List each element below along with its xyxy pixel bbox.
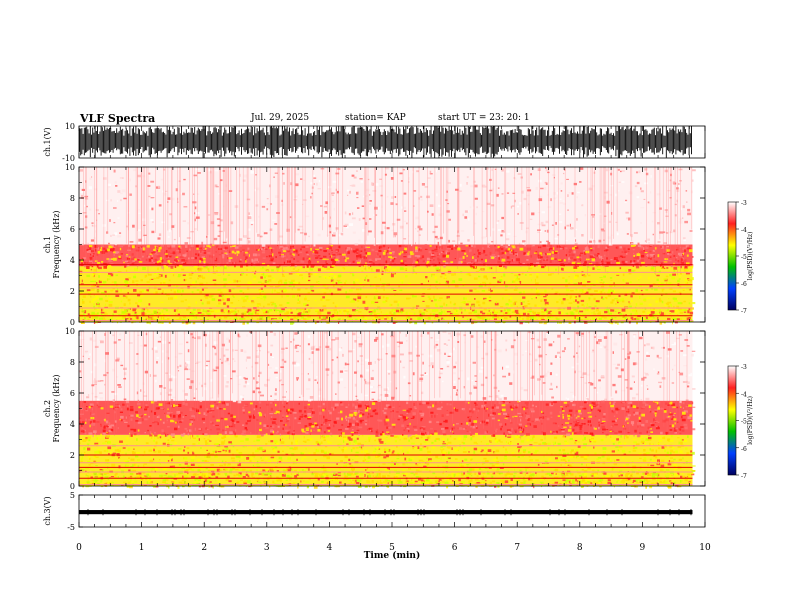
ch2-spectrogram-ylabel-frequency: Frequency (kHz) bbox=[52, 374, 61, 442]
xtick-label: 9 bbox=[640, 543, 646, 553]
start-time-label: start UT = 23: 20: 1 bbox=[438, 113, 530, 123]
xtick-label: 4 bbox=[327, 543, 333, 553]
ch1-spectrogram-ytick-label: 8 bbox=[70, 194, 75, 203]
ch1-spectrogram-ylabel-frequency: Frequency (kHz) bbox=[52, 210, 61, 278]
ch2-spectrogram-ytick-label: 4 bbox=[70, 420, 75, 429]
ch1-colorbar-bar bbox=[727, 201, 737, 311]
ch2-colorbar-tick-label: -5 bbox=[741, 419, 747, 426]
ch2-colorbar-tick-label: -6 bbox=[741, 446, 747, 453]
ch3-waveform-ylabel: ch.3(V) bbox=[43, 496, 52, 525]
ch3-ytick-label: -5 bbox=[67, 523, 75, 532]
ch1-spectrogram-ytick-label: 4 bbox=[70, 256, 75, 265]
ch1-spectrogram-ytick-label: 6 bbox=[70, 225, 75, 234]
ch1-waveform-trace bbox=[79, 126, 692, 158]
station-label: station= KAP bbox=[345, 113, 406, 123]
ch1-ytick-bottom: -10 bbox=[62, 154, 75, 163]
ch1-colorbar-tick-label: -5 bbox=[741, 254, 747, 261]
ch3-ytick-label: 5 bbox=[70, 491, 75, 500]
ch2-spectrogram-ytick-label: 0 bbox=[70, 482, 75, 491]
xtick-label: 8 bbox=[577, 543, 583, 553]
ch2-spectrogram-ytick-label: 2 bbox=[70, 451, 75, 460]
ch2-colorbar-tick-label: -4 bbox=[741, 391, 747, 398]
ch1-colorbar-label: log(PSD)(V²/Hz) bbox=[747, 232, 754, 281]
ch2-spectrogram-ytick-label: 6 bbox=[70, 389, 75, 398]
xtick-label: 6 bbox=[452, 543, 458, 553]
xtick-label: 2 bbox=[201, 543, 207, 553]
ch2-spectrogram-ylabel-channel: ch.2 bbox=[43, 400, 52, 417]
ch1-colorbar-tick-label: -6 bbox=[741, 281, 747, 288]
ch2-colorbar-label: log(PSD)(V²/Hz) bbox=[747, 396, 754, 445]
ch1-colorbar-tick-label: -7 bbox=[741, 308, 747, 315]
ch2-spectrogram-streaks bbox=[81, 331, 688, 440]
ch2-spectrogram-ytick-label: 10 bbox=[65, 327, 75, 336]
xaxis-label: Time (min) bbox=[364, 550, 421, 561]
ch1-spectrogram-image bbox=[79, 167, 705, 325]
xtick-label: 5 bbox=[389, 543, 395, 553]
ch3-waveform-trace bbox=[79, 510, 693, 515]
ch1-spectrogram-ylabel-channel: ch.1 bbox=[43, 236, 52, 253]
ch1-colorbar-tick-label: -3 bbox=[741, 200, 747, 207]
ch2-colorbar-bar bbox=[727, 365, 737, 476]
date-label: Jul. 29, 2025 bbox=[251, 113, 310, 123]
ch1-spectrogram-ytick-label: 10 bbox=[65, 163, 75, 172]
ch2-colorbar-tick-label: -7 bbox=[741, 473, 747, 480]
ch2-spectrogram-image bbox=[79, 331, 705, 489]
xtick-label: 0 bbox=[76, 543, 82, 553]
xtick-label: 1 bbox=[139, 543, 145, 553]
xtick-label: 10 bbox=[699, 543, 711, 553]
xtick-label: 7 bbox=[514, 543, 520, 553]
ch1-colorbar-tick-label: -4 bbox=[741, 227, 747, 234]
xtick-label: 3 bbox=[264, 543, 270, 553]
ch1-ytick-top: 10 bbox=[65, 122, 75, 131]
ch3-waveform-spikes bbox=[87, 509, 692, 516]
ch1-waveform-ylabel: ch.1(V) bbox=[43, 127, 52, 156]
ch1-spectrogram-ytick-label: 2 bbox=[70, 287, 75, 296]
ch2-spectrogram-ytick-label: 8 bbox=[70, 358, 75, 367]
ch1-spectrogram-streaks bbox=[83, 167, 693, 276]
ch1-spectrogram-ytick-label: 0 bbox=[70, 318, 75, 327]
ch2-colorbar-tick-label: -3 bbox=[741, 364, 747, 371]
chart-title: VLF Spectra bbox=[80, 112, 156, 125]
